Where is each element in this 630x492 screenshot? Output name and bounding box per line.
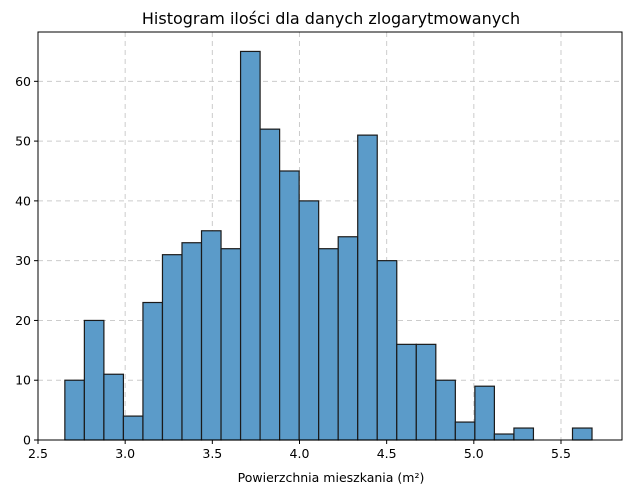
histogram-bar [571, 427, 593, 441]
histogram-bar [357, 134, 378, 441]
histogram-bar [103, 373, 125, 441]
chart-title: Histogram ilości dla danych zlogarytmowa… [142, 9, 520, 28]
histogram-bar [337, 236, 359, 441]
x-tick-label: 2.5 [28, 446, 48, 461]
histogram-bar [259, 128, 281, 441]
y-tick-label: 0 [23, 433, 31, 448]
x-tick-label: 5.0 [464, 446, 484, 461]
histogram-bar [513, 427, 535, 441]
histogram-bar [415, 343, 437, 441]
histogram-bar [83, 319, 105, 441]
x-tick-label: 3.0 [115, 446, 135, 461]
x-tick-label: 5.5 [551, 446, 571, 461]
histogram-bar [376, 260, 398, 441]
y-tick-label: 40 [15, 193, 31, 208]
histogram-bar [454, 421, 476, 441]
histogram-bar [435, 379, 456, 441]
histogram-bar [474, 385, 495, 441]
x-tick-label: 4.0 [290, 446, 310, 461]
x-tick-label: 3.5 [202, 446, 222, 461]
histogram-bar [279, 170, 300, 441]
histogram-bar [200, 230, 222, 441]
histogram-bar [142, 301, 164, 441]
y-tick-label: 60 [15, 74, 31, 89]
x-axis-ticks: 2.5 3.0 3.5 4.0 4.5 5.0 5.5 [28, 440, 571, 461]
histogram-bar [220, 248, 242, 441]
histogram-bar [318, 248, 339, 441]
histogram-bar [122, 415, 144, 441]
x-axis-label: Powierzchnia mieszkania (m²) [238, 470, 425, 485]
y-axis-ticks: 0 10 20 30 40 50 60 [15, 74, 38, 448]
y-tick-label: 20 [15, 313, 31, 328]
histogram-bar [396, 343, 417, 441]
histogram-bar [181, 242, 203, 441]
y-tick-label: 30 [15, 253, 31, 268]
histogram-bar [64, 379, 85, 441]
histogram-bar [239, 50, 261, 441]
plot-frame [37, 31, 623, 441]
histogram-bar [161, 254, 183, 441]
y-tick-label: 50 [15, 134, 31, 149]
bars-group [64, 50, 593, 441]
histogram-bar [298, 200, 320, 441]
histogram-bar [493, 433, 515, 441]
y-tick-label: 10 [15, 373, 31, 388]
x-tick-label: 4.5 [377, 446, 397, 461]
